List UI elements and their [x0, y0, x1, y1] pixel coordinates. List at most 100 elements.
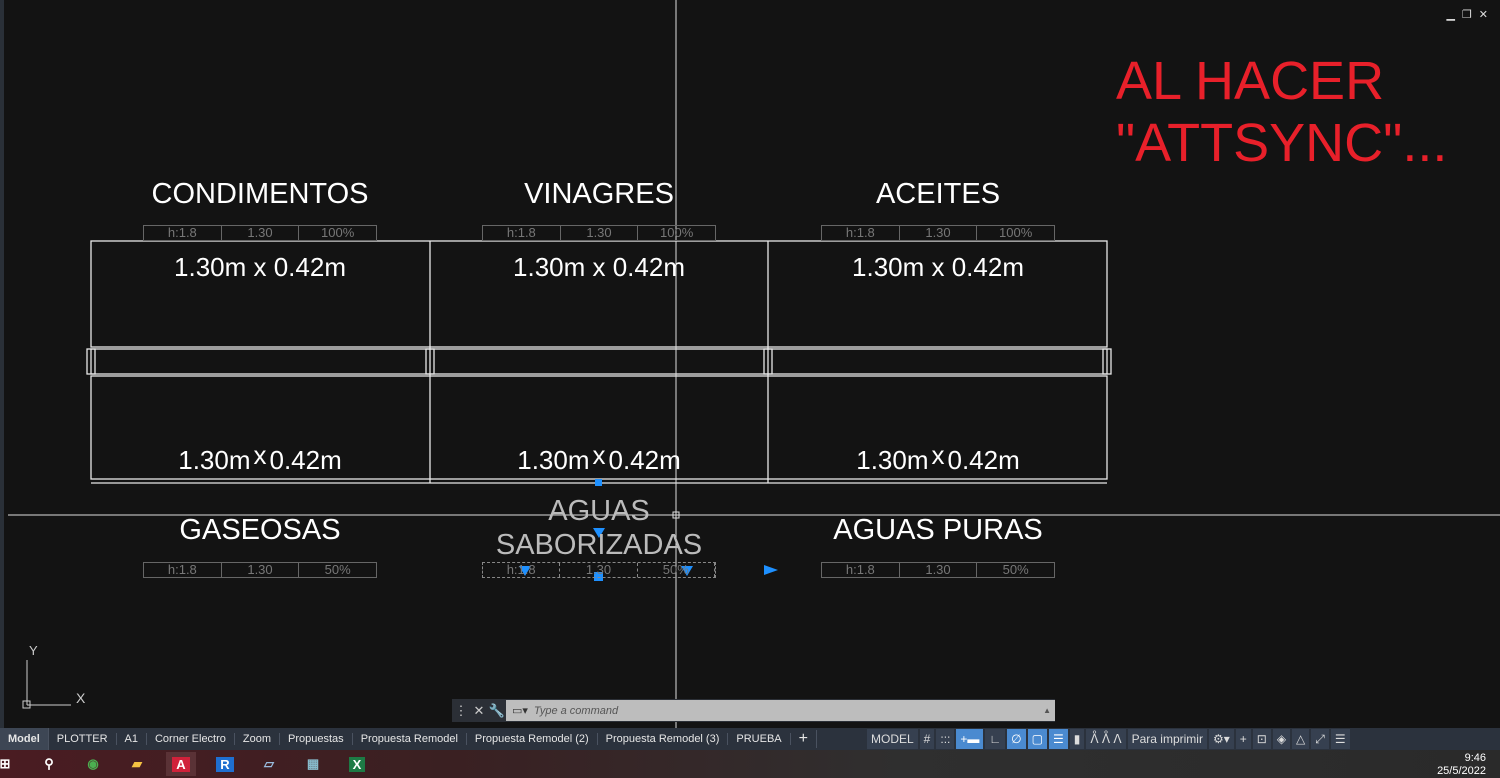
dimension-text: 1.30m x 0.42m: [852, 252, 1024, 282]
tab-layout[interactable]: Corner Electro: [147, 733, 235, 745]
shelf-divider: [90, 348, 1108, 375]
tab-layout[interactable]: Propuesta Remodel (3): [598, 733, 729, 745]
drag-handle-icon[interactable]: ⋮: [454, 702, 468, 718]
notes-icon[interactable]: ▱: [264, 756, 274, 771]
search-icon[interactable]: ⚲: [44, 756, 54, 771]
annotation-scale-dropdown[interactable]: Para imprimir: [1127, 729, 1207, 749]
block-label[interactable]: CONDIMENTOS: [151, 178, 369, 210]
dim-b: 0.42m: [947, 445, 1020, 475]
block-label[interactable]: GASEOSAS: [179, 514, 341, 546]
plus-icon[interactable]: +: [1235, 729, 1251, 749]
date: 25/5/2022: [1437, 765, 1486, 777]
dim-a: 1.30m: [178, 445, 251, 475]
cell: h:1.8: [144, 226, 222, 240]
tab-layout[interactable]: PLOTTER: [49, 733, 117, 745]
prompt-icon[interactable]: ▭▾: [512, 705, 528, 717]
tab-layout[interactable]: Propuesta Remodel (2): [467, 733, 598, 745]
tab-model[interactable]: Model: [0, 728, 49, 750]
minimize-icon[interactable]: ▁: [1446, 9, 1455, 21]
cell: 1.30: [222, 226, 300, 240]
block-label[interactable]: ACEITES: [875, 178, 1001, 210]
viewport-window-controls: ▁ ❐ ✕: [1446, 8, 1488, 21]
drawing-geometry: [8, 0, 1500, 728]
gear-icon[interactable]: ⚙▾: [1208, 729, 1234, 749]
revit-icon[interactable]: R: [210, 752, 240, 776]
grips: [519, 479, 778, 581]
grid-button[interactable]: #: [919, 729, 935, 749]
object-snap-icon[interactable]: ▢: [1027, 729, 1047, 749]
cell: 50%: [638, 563, 715, 577]
time: 9:46: [1464, 752, 1486, 764]
windows-taskbar: ⊞ ⚲ ◉ ▰ A R ▱ ▦ X 9:46 25/5/2022: [0, 750, 1500, 778]
annotation-line: AL HACER: [1116, 51, 1385, 111]
cell: 100%: [999, 225, 1033, 240]
annotation-note: AL HACER "ATTSYNC"...: [1116, 50, 1447, 174]
isolate-icon[interactable]: ◈: [1272, 729, 1291, 749]
dim-x: x: [253, 440, 267, 470]
calculator-icon[interactable]: ▦: [306, 756, 320, 771]
block-label[interactable]: AGUAS PURAS: [833, 514, 1043, 546]
tab-layout[interactable]: Zoom: [235, 733, 281, 745]
crosshair-pickbox: [672, 511, 680, 519]
lineweight-icon[interactable]: ☰: [1048, 729, 1068, 749]
cell: 1.30: [900, 226, 978, 240]
cell: 100%: [660, 225, 694, 240]
wrench-icon[interactable]: 🔧: [488, 702, 506, 718]
cell: 50%: [1002, 562, 1029, 577]
excel-icon[interactable]: X: [342, 752, 372, 776]
add-layout-button[interactable]: +: [791, 730, 817, 748]
infer-constraints-icon[interactable]: +▬: [956, 729, 984, 749]
chrome-icon[interactable]: ◉: [87, 756, 99, 771]
block-label[interactable]: VINAGRES: [524, 178, 674, 210]
dimension-text: 1.30m x 0.42m: [178, 440, 342, 476]
autocad-icon[interactable]: A: [166, 752, 196, 776]
tab-layout[interactable]: Propuestas: [280, 733, 353, 745]
tab-layout[interactable]: Propuesta Remodel: [353, 733, 467, 745]
dim-b: 0.42m: [608, 445, 681, 475]
dimension-text: 1.30m x 0.42m: [517, 440, 681, 476]
ucs-icon: [22, 660, 71, 709]
annotation-visibility-icon[interactable]: ᐰ ᐰ ᐱ: [1086, 729, 1126, 749]
annotation-line: "ATTSYNC"...: [1116, 113, 1448, 173]
cell: 1.30: [900, 563, 978, 577]
menu-icon[interactable]: ☰: [1330, 729, 1350, 749]
cell: h:1.8: [822, 226, 900, 240]
cell: 1.30: [561, 226, 639, 240]
cell: h:1.8: [483, 226, 561, 240]
cell: 1.30: [560, 563, 638, 577]
drawing-canvas[interactable]: ▁ ❐ ✕ Y X AL HACER "ATTSYNC"... CONDIMEN…: [0, 0, 1500, 728]
units-icon[interactable]: ⊡: [1252, 729, 1271, 749]
shelf-top: [90, 240, 1108, 348]
fullscreen-icon[interactable]: ⤢: [1311, 729, 1329, 749]
cell: 100%: [321, 225, 355, 240]
tab-layout[interactable]: PRUEBA: [728, 733, 791, 745]
hardware-icon[interactable]: △: [1292, 729, 1310, 749]
attribute-table: h:1.8 1.30 100%: [143, 225, 377, 241]
restore-icon[interactable]: ❐: [1461, 9, 1472, 21]
history-arrow-icon[interactable]: ▲: [1043, 706, 1051, 715]
windows-start-icon[interactable]: ⊞: [0, 756, 11, 771]
ortho-icon[interactable]: ∟: [985, 729, 1006, 749]
close-icon[interactable]: ✕: [1478, 9, 1488, 21]
attribute-table: h:1.8 1.30 100%: [821, 225, 1055, 241]
polar-tracking-icon[interactable]: ∅: [1007, 729, 1026, 749]
snap-button[interactable]: :::: [936, 729, 955, 749]
attribute-table: h:1.8 1.30 50%: [821, 562, 1055, 578]
label-line: AGUAS: [548, 495, 650, 527]
close-icon[interactable]: ✕: [473, 702, 485, 718]
cell: 50%: [324, 562, 351, 577]
system-clock[interactable]: 9:46 25/5/2022: [1437, 752, 1486, 778]
dimension-text: 1.30m x 0.42m: [174, 252, 346, 282]
dimension-text: 1.30m x 0.42m: [856, 440, 1020, 476]
file-explorer-icon[interactable]: ▰: [132, 756, 142, 771]
tab-layout[interactable]: A1: [117, 733, 147, 745]
cell: 1.30: [222, 563, 300, 577]
ucs-x-label: X: [76, 690, 86, 706]
dim-a: 1.30m: [856, 445, 929, 475]
dim-b: 0.42m: [269, 445, 342, 475]
model-space-button[interactable]: MODEL: [866, 729, 918, 749]
cell: h:1.8: [483, 563, 561, 577]
block-label-selected[interactable]: AGUAS SABORIZADAS: [496, 494, 702, 562]
transparency-icon[interactable]: ▮: [1069, 729, 1085, 749]
command-input[interactable]: ▭▾ Type a command ▲: [506, 700, 1055, 721]
